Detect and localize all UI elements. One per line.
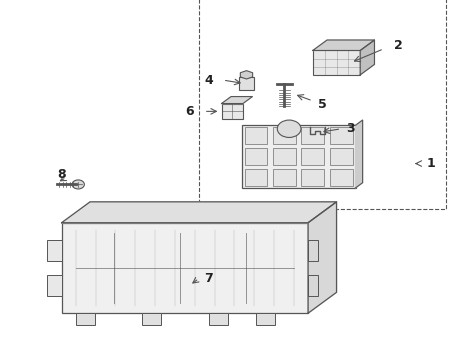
Bar <box>301 148 324 165</box>
Bar <box>301 127 324 144</box>
Bar <box>273 127 296 144</box>
Polygon shape <box>240 71 253 79</box>
Text: 2: 2 <box>394 39 402 52</box>
Bar <box>199 0 446 209</box>
Circle shape <box>72 180 84 189</box>
Text: 1: 1 <box>427 157 436 170</box>
Polygon shape <box>360 40 374 75</box>
Polygon shape <box>308 202 337 313</box>
Bar <box>301 169 324 186</box>
Bar <box>313 50 360 75</box>
Bar <box>308 240 318 261</box>
Bar <box>330 148 353 165</box>
Bar <box>242 125 356 188</box>
Bar <box>330 169 353 186</box>
Bar <box>239 77 254 90</box>
Bar <box>308 275 318 296</box>
Text: 5: 5 <box>318 98 327 111</box>
Bar <box>245 127 267 144</box>
Text: 7: 7 <box>204 272 213 285</box>
Bar <box>273 148 296 165</box>
Polygon shape <box>62 202 337 223</box>
Bar <box>209 313 228 325</box>
Bar <box>47 275 62 296</box>
Bar <box>245 169 267 186</box>
Bar <box>330 127 353 144</box>
Polygon shape <box>356 120 363 188</box>
Bar <box>221 103 243 119</box>
Bar <box>245 148 267 165</box>
Bar <box>62 223 308 313</box>
Text: 4: 4 <box>204 73 213 87</box>
Polygon shape <box>313 40 374 50</box>
Text: 6: 6 <box>185 105 194 118</box>
Bar <box>142 313 161 325</box>
Circle shape <box>277 120 301 137</box>
Bar <box>273 169 296 186</box>
Bar <box>76 313 95 325</box>
Bar <box>256 313 275 325</box>
Text: 3: 3 <box>346 122 355 135</box>
Bar <box>47 240 62 261</box>
Text: 8: 8 <box>57 167 66 181</box>
Polygon shape <box>221 96 252 104</box>
